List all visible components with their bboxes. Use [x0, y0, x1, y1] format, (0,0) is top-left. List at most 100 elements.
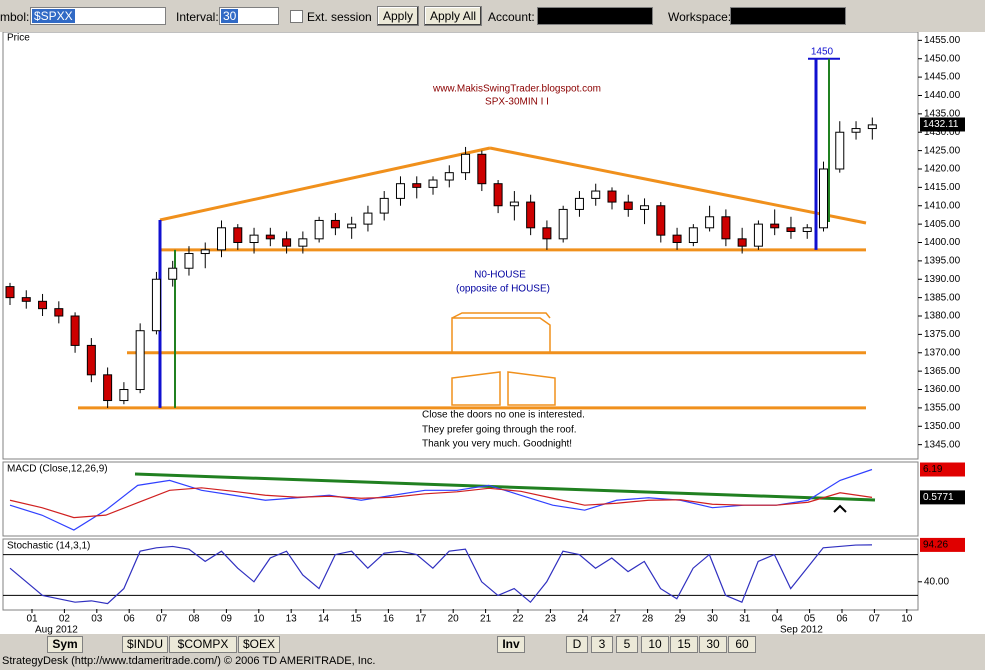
candle-body — [672, 234, 682, 244]
candle-body — [5, 286, 15, 299]
annotation-note: Close the doors no one is interested. — [422, 410, 585, 421]
candle-body — [395, 183, 405, 199]
candle-body — [347, 223, 357, 229]
tab[interactable]: Sym — [47, 636, 83, 653]
y-tick-label: 1445.00 — [924, 72, 961, 83]
interval-combo[interactable]: 30 — [219, 7, 279, 25]
x-tick-label: 20 — [448, 614, 460, 625]
candle-body — [428, 179, 438, 188]
status-bar: StrategyDesk (http://www.tdameritrade.co… — [2, 655, 376, 667]
annotation-note: Thank you very much. Goodnight! — [422, 439, 572, 450]
x-tick-label: 29 — [674, 614, 686, 625]
month-label: Aug 2012 — [35, 625, 78, 636]
candle-body — [753, 223, 763, 247]
candle-body — [770, 223, 780, 229]
candle-body — [867, 124, 877, 130]
y-tick-label: 1395.00 — [924, 256, 961, 267]
macd-panel — [2, 461, 919, 537]
apply-button[interactable]: Apply — [377, 6, 420, 26]
x-tick-label: 07 — [869, 614, 881, 625]
month-label: Sep 2012 — [780, 625, 823, 636]
candle-body — [591, 190, 601, 199]
y-tick-label: 1405.00 — [924, 219, 961, 230]
macd-title: MACD (Close,12,26,9) — [7, 464, 108, 475]
tab[interactable]: Inv — [497, 636, 525, 653]
x-tick-label: 09 — [221, 614, 233, 625]
trendline — [159, 146, 491, 222]
x-tick-label: 10 — [253, 614, 265, 625]
tab[interactable]: 5 — [616, 636, 638, 653]
trendline — [489, 146, 867, 225]
tab[interactable]: $OEX — [238, 636, 280, 653]
tab[interactable]: 15 — [670, 636, 698, 653]
tab[interactable]: 3 — [591, 636, 613, 653]
y-tick-label: 1380.00 — [924, 311, 961, 322]
y-tick-label: 1420.00 — [924, 164, 961, 175]
x-tick-label: 27 — [610, 614, 622, 625]
candle-body — [379, 197, 389, 214]
tab[interactable]: 60 — [728, 636, 756, 653]
workspace-combo[interactable] — [730, 7, 846, 25]
x-tick-label: 15 — [350, 614, 362, 625]
annotation-pattern: N0-HOUSE — [474, 270, 526, 281]
candle-body — [737, 238, 747, 247]
door-icon — [451, 371, 556, 406]
y-tick-label: 1415.00 — [924, 182, 961, 193]
y-tick-label: 1390.00 — [924, 274, 961, 285]
x-tick-label: 04 — [772, 614, 784, 625]
candle-body — [493, 183, 503, 207]
target-label: 1450 — [811, 46, 834, 57]
candle-body — [705, 216, 715, 229]
candle-body — [786, 227, 796, 232]
symbol-combo[interactable]: $SPXX — [30, 7, 166, 25]
candle-body — [721, 216, 731, 240]
value-box — [920, 490, 965, 505]
tab[interactable]: 10 — [641, 636, 669, 653]
apply-all-button[interactable]: Apply All — [424, 6, 483, 26]
candle-body — [233, 227, 243, 244]
x-tick-label: 21 — [480, 614, 492, 625]
series-line — [9, 544, 873, 605]
y-tick-label: 40.00 — [924, 576, 949, 587]
x-tick-label: 30 — [707, 614, 719, 625]
interval-value: 30 — [221, 9, 239, 23]
candle-body — [526, 201, 536, 229]
value-box — [920, 462, 965, 477]
account-combo[interactable] — [537, 7, 653, 25]
tab[interactable]: $COMPX — [169, 636, 237, 653]
y-tick-label: 1370.00 — [924, 347, 961, 358]
y-tick-label: 1400.00 — [924, 237, 961, 248]
y-tick-label: 1430.00 — [924, 127, 961, 138]
candle-body — [54, 308, 64, 317]
house-icon — [451, 312, 551, 354]
x-tick-label: 24 — [577, 614, 589, 625]
annotation-subtitle: SPX-30MIN I I — [485, 97, 549, 108]
symbol-label: mbol: — [0, 10, 30, 24]
ext-session-checkbox[interactable] — [290, 10, 303, 23]
candle-body — [86, 344, 96, 376]
candle-body — [38, 300, 48, 310]
candle-body — [656, 205, 666, 236]
house-icons — [451, 312, 556, 406]
candle-body — [135, 330, 145, 391]
x-tick-label: 06 — [124, 614, 136, 625]
candle-body — [184, 253, 194, 269]
tab[interactable]: $INDU — [122, 636, 168, 653]
y-tick-label: 1360.00 — [924, 384, 961, 395]
annotation-note: They prefer going through the roof. — [422, 425, 577, 436]
tab[interactable]: 30 — [699, 636, 727, 653]
candle-body — [168, 267, 178, 280]
chart-area: www.MakisSwingTrader.blogspot.com SPX-30… — [0, 32, 985, 636]
candle-body — [835, 131, 845, 170]
y-tick-label: 1455.00 — [924, 35, 961, 46]
candle-body — [314, 219, 324, 240]
trendlines — [159, 146, 867, 225]
x-tick-label: 23 — [545, 614, 557, 625]
x-tick-label: 17 — [415, 614, 427, 625]
candle-body — [412, 183, 422, 188]
series-line — [9, 468, 873, 531]
last-price-box — [920, 117, 965, 132]
annotation-pattern-note: (opposite of HOUSE) — [456, 284, 550, 295]
account-label: Account: — [488, 10, 535, 24]
tab[interactable]: D — [566, 636, 588, 653]
